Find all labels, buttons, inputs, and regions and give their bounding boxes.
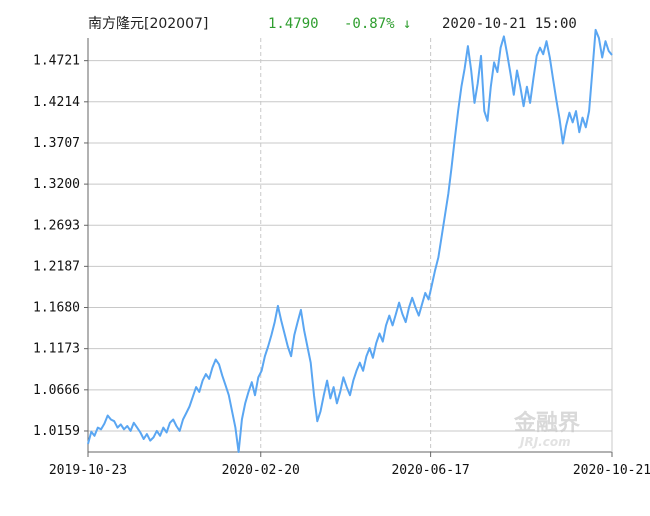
x-tick-label: 2020-02-20 <box>222 463 300 478</box>
y-tick-label: 1.3200 <box>33 177 80 192</box>
y-tick-label: 1.4721 <box>33 54 80 69</box>
fund-price: 1.4790 <box>268 16 319 32</box>
axes <box>84 38 613 457</box>
fund-name: 南方隆元[202007] <box>88 16 209 32</box>
series-layer <box>87 28 613 453</box>
watermark: 金融界 JRJ.com <box>513 410 580 449</box>
x-tick-label: 2020-10-21 <box>573 463 650 478</box>
x-tick-label: 2020-06-17 <box>391 463 469 478</box>
watermark-cn: 金融界 <box>513 410 580 436</box>
y-tick-label: 1.3707 <box>33 136 80 151</box>
y-tick-label: 1.2693 <box>33 218 80 233</box>
y-tick-label: 1.1680 <box>33 301 80 316</box>
y-tick-label: 1.0666 <box>33 383 80 398</box>
fund-change: -0.87% ↓ <box>344 16 412 32</box>
x-tick-label: 2019-10-23 <box>49 463 127 478</box>
nav-series-line <box>87 28 613 453</box>
chart-header: 南方隆元[202007] 1.4790 -0.87% ↓ 2020-10-21 … <box>88 14 628 34</box>
y-tick-labels: 1.0159 1.0666 1.1173 1.1680 1.2187 1.2693 1.32… <box>33 54 80 439</box>
y-tick-label: 1.2187 <box>33 259 80 274</box>
y-tick-label: 1.0159 <box>33 424 80 439</box>
fund-datetime: 2020-10-21 15:00 <box>442 16 577 32</box>
x-tick-labels: 2019-10-23 2020-02-20 2020-06-17 2020-10-21 <box>49 463 650 478</box>
watermark-en: JRJ.com <box>518 435 571 449</box>
y-tick-label: 1.4214 <box>33 95 80 110</box>
grid-lines <box>88 38 612 452</box>
y-tick-label: 1.1173 <box>33 342 80 357</box>
